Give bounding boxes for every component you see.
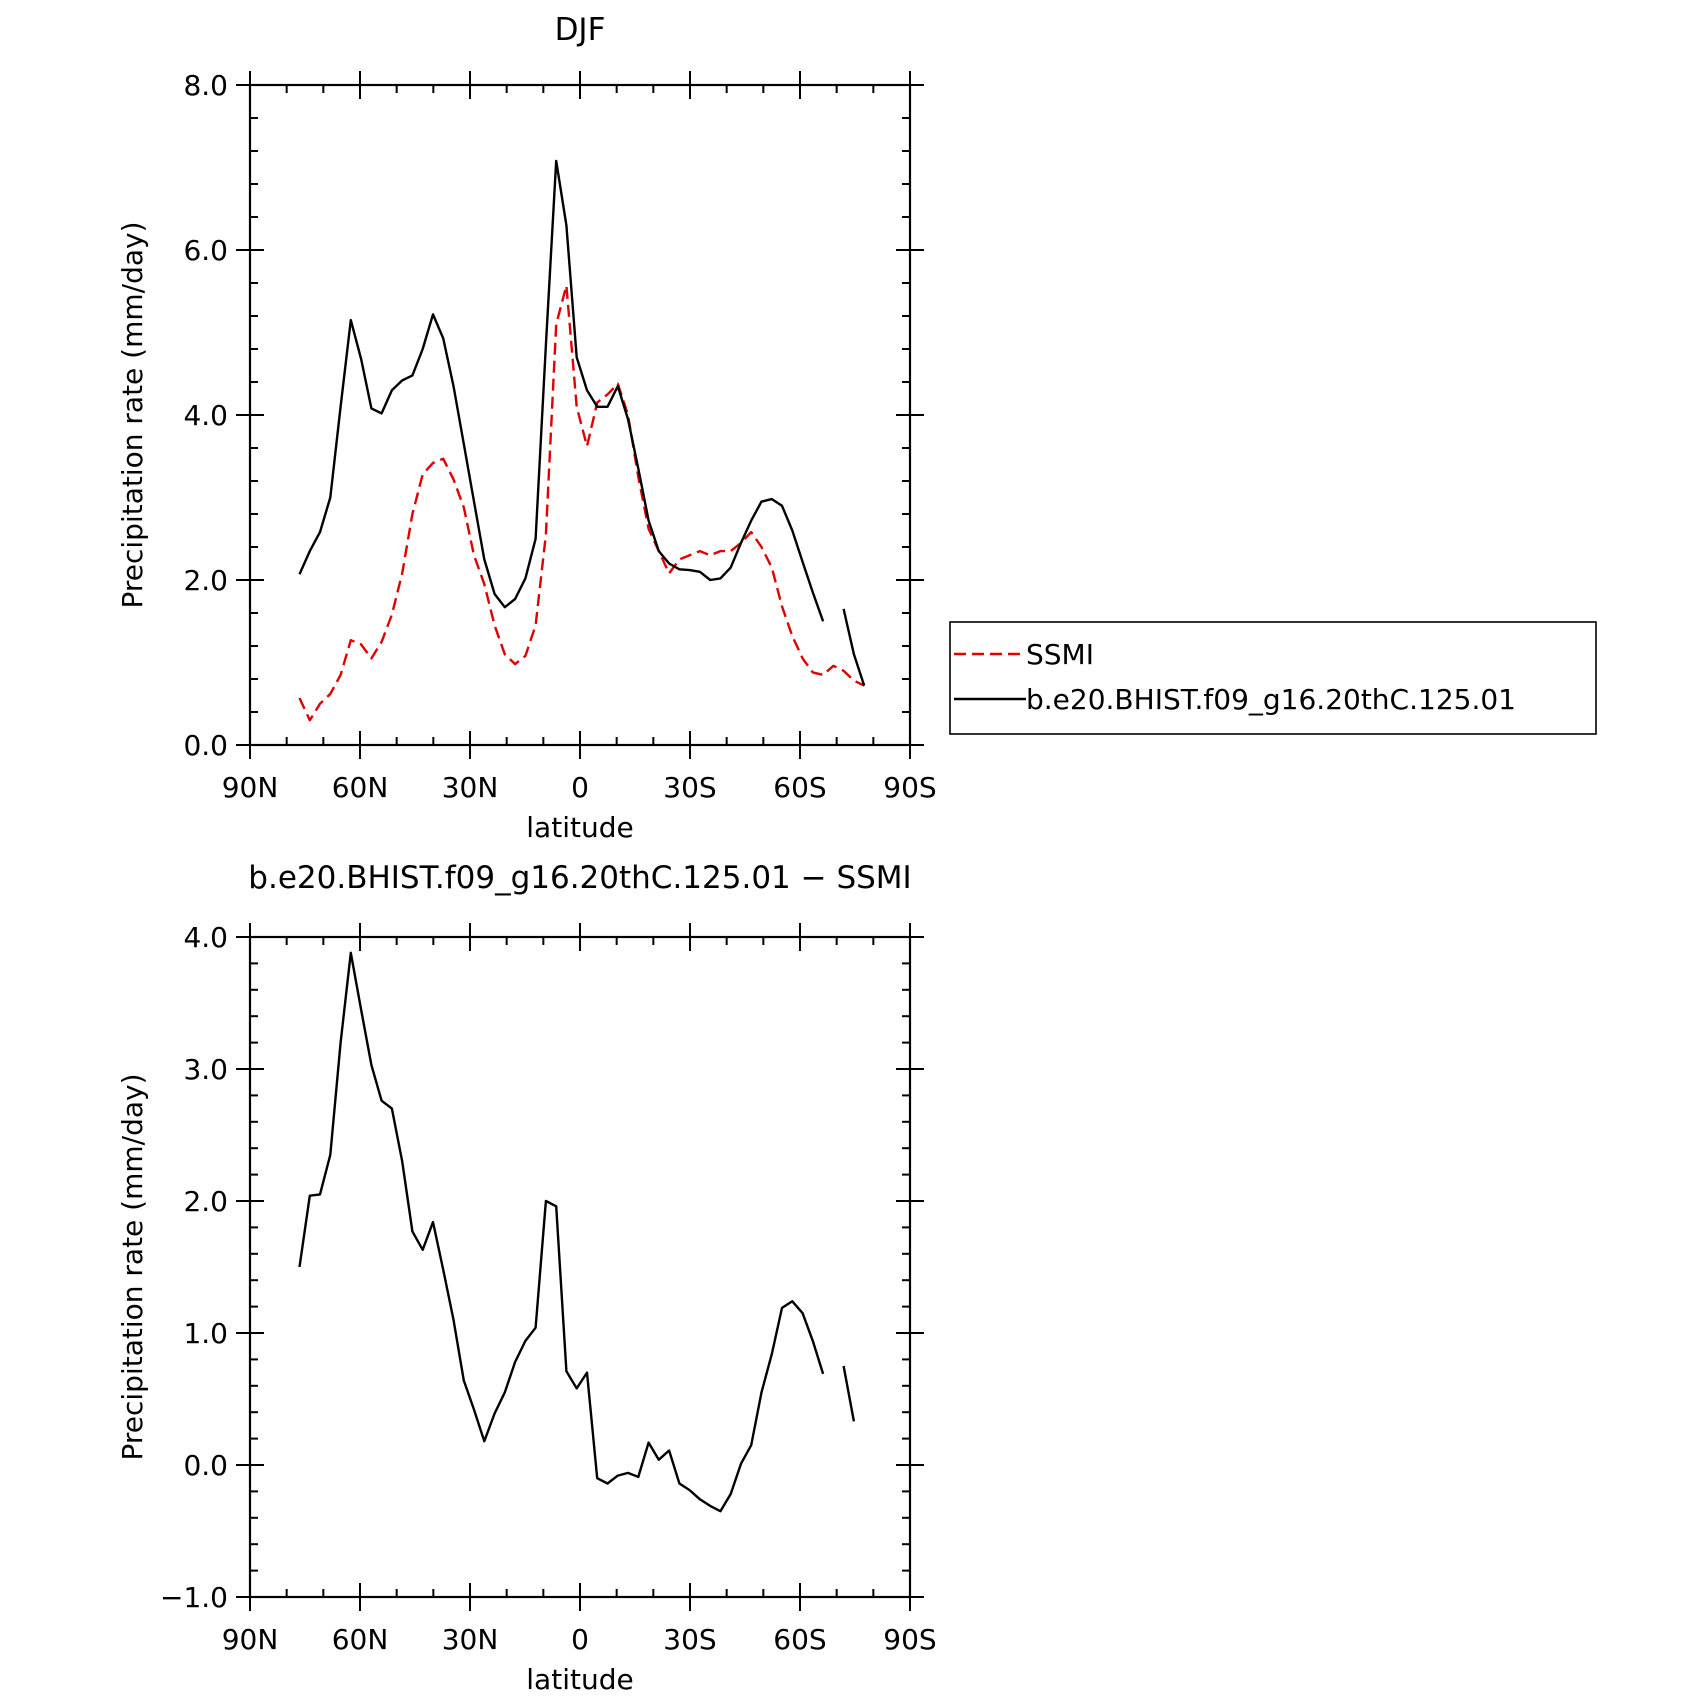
- series-line-model: [298, 159, 866, 686]
- y-tick-label: 0.0: [183, 1449, 228, 1482]
- y-tick-label: 8.0: [183, 69, 228, 102]
- x-tick-label: 60S: [773, 1623, 826, 1656]
- x-tick-label: 60N: [332, 771, 389, 804]
- y-tick-label: 4.0: [183, 399, 228, 432]
- y-axis-label: Precipitation rate (mm/day): [116, 221, 149, 608]
- series-line-model: [298, 951, 856, 1513]
- x-tick-label: 30N: [442, 771, 499, 804]
- x-tick-label: 30N: [442, 1623, 499, 1656]
- x-tick-label: 90N: [222, 771, 279, 804]
- chart-title: b.e20.BHIST.f09_g16.20thC.125.01 − SSMI: [248, 860, 911, 896]
- y-tick-label: 1.0: [183, 1317, 228, 1350]
- series-line-ssmi: [298, 284, 865, 722]
- x-tick-label: 90S: [883, 771, 936, 804]
- y-tick-label: 2.0: [183, 1185, 228, 1218]
- legend-entry: b.e20.BHIST.f09_g16.20thC.125.01: [1026, 683, 1516, 716]
- y-tick-label: 6.0: [183, 234, 228, 267]
- legend-box: [949, 621, 1597, 735]
- y-axis-label: Precipitation rate (mm/day): [116, 1073, 149, 1460]
- chart-panel-1: DJF 90N 60N 30N 0 30S 60S 90S 0.0 2.0 4.0 6.0 8.0 lat…: [116, 12, 1597, 844]
- legend: SSMI b.e20.BHIST.f09_g16.20thC.125.01: [949, 621, 1597, 735]
- x-tick-label: 30S: [663, 1623, 716, 1656]
- x-tick-label: 0: [571, 771, 589, 804]
- x-tick-label: 60N: [332, 1623, 389, 1656]
- legend-entry: SSMI: [1026, 638, 1094, 671]
- plot-frame: [248, 83, 912, 747]
- y-tick-label: 2.0: [183, 564, 228, 597]
- x-axis-label: latitude: [526, 1663, 633, 1696]
- y-tick-label: 3.0: [183, 1053, 228, 1086]
- y-tick-label: 4.0: [183, 921, 228, 954]
- chart-panel-2: b.e20.BHIST.f09_g16.20thC.125.01 − SSMI 9…: [116, 860, 937, 1696]
- chart-title: DJF: [555, 12, 606, 48]
- plot-frame: [248, 935, 912, 1599]
- x-tick-label: 0: [571, 1623, 589, 1656]
- y-tick-label: 0.0: [183, 729, 228, 762]
- x-tick-label: 90S: [883, 1623, 936, 1656]
- x-tick-label: 30S: [663, 771, 716, 804]
- x-tick-label: 90N: [222, 1623, 279, 1656]
- y-tick-label: −1.0: [160, 1581, 228, 1614]
- x-axis-label: latitude: [526, 811, 633, 844]
- x-tick-label: 60S: [773, 771, 826, 804]
